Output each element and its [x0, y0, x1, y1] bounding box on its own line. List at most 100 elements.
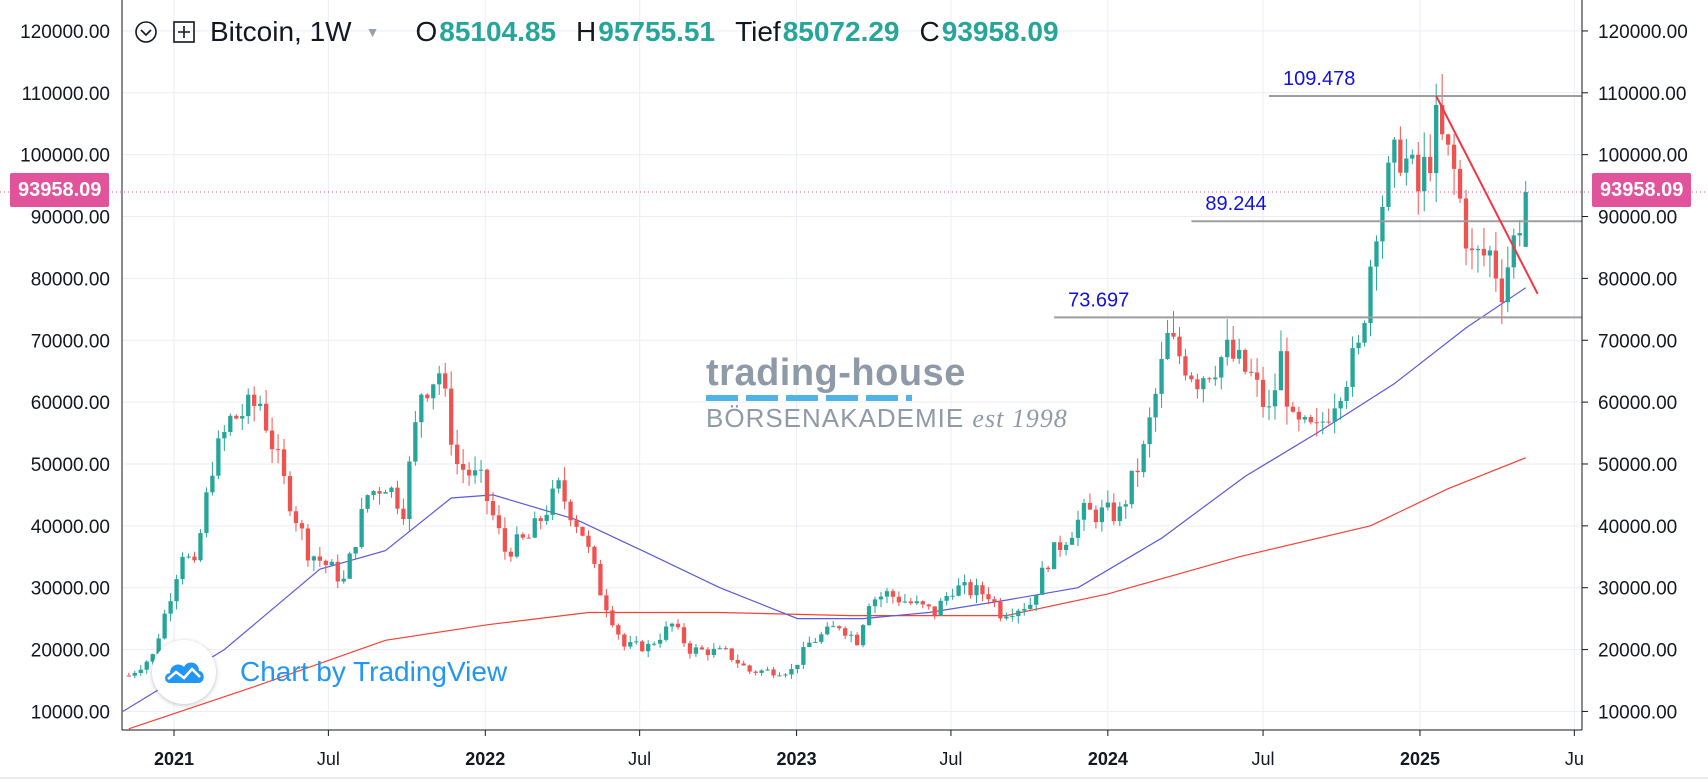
candle-body [383, 492, 388, 494]
y-tick-label-right: 40000.00 [1598, 517, 1677, 538]
watermark-subtitle: BÖRSENAKADEMIE est 1998 [706, 403, 1068, 433]
candle-body [860, 625, 866, 646]
candle-body [514, 534, 519, 557]
compare-plus-icon[interactable] [172, 20, 196, 44]
candle-body [1469, 248, 1475, 251]
candle-body [1123, 504, 1128, 507]
candle-body [1439, 105, 1445, 135]
candle-body [759, 670, 764, 673]
candle-body [502, 528, 508, 552]
candle-body [568, 501, 573, 521]
y-tick-label-right: 110000.00 [1598, 84, 1686, 105]
y-tick-label-left: 120000.00 [20, 22, 110, 43]
candle-body [1117, 506, 1122, 522]
candle-body [1434, 105, 1439, 174]
candle-body [896, 596, 902, 603]
candle-body [508, 551, 514, 557]
candle-body [395, 487, 400, 509]
candle-body [801, 647, 806, 665]
candle-body [1451, 144, 1457, 169]
trendline-path [1435, 95, 1539, 295]
candle-body [1338, 400, 1343, 409]
candle-body [956, 585, 961, 596]
candle-body [681, 627, 687, 644]
sma-short-path [122, 287, 1527, 712]
candle-body [669, 623, 675, 627]
candle-body [771, 669, 776, 676]
candle-body [413, 422, 418, 462]
candle-body [1153, 393, 1158, 418]
candle-body [150, 654, 155, 662]
y-tick-label-left: 60000.00 [31, 393, 110, 414]
candle-body [1404, 158, 1409, 173]
candle-body [741, 663, 746, 666]
candle-body [1422, 156, 1427, 192]
tradingview-credit[interactable]: Chart by TradingView [152, 640, 507, 704]
chart-grid [122, 0, 1582, 730]
close-label: C [919, 16, 940, 47]
candle-body [1147, 417, 1152, 445]
candle-body [920, 601, 925, 605]
candle-body [1093, 509, 1099, 523]
candle-body [986, 594, 991, 600]
candle-body [174, 579, 179, 602]
y-tick-label-right: 120000.00 [1598, 22, 1688, 43]
candle-body [831, 626, 836, 628]
candle-body [634, 641, 639, 643]
y-tick-label-right: 20000.00 [1598, 641, 1677, 662]
candle-body [1183, 356, 1188, 376]
candle-body [1296, 411, 1302, 420]
y-tick-label-left: 70000.00 [31, 331, 110, 352]
level-label: 73.697 [1068, 289, 1129, 311]
candle-body [437, 373, 442, 385]
candle-body [1332, 408, 1337, 422]
watermark-title: trading-house [706, 352, 966, 394]
candle-body [455, 444, 460, 465]
candle-body [490, 501, 496, 516]
x-tick-label: Jul [628, 749, 651, 769]
candle-body [1481, 248, 1487, 256]
candle-body [317, 556, 322, 561]
candle-body [210, 475, 215, 493]
y-tick-label-right: 60000.00 [1598, 393, 1677, 414]
candle-body [162, 613, 167, 639]
candle-body [443, 373, 448, 389]
candle-body [1374, 241, 1379, 267]
candle-body [747, 665, 752, 672]
candle-body [765, 669, 770, 671]
candle-body [1141, 444, 1146, 473]
sma-short-line [122, 287, 1527, 712]
candle-body [198, 533, 203, 561]
low-value: 85072.29 [782, 16, 900, 47]
collapse-chevron-icon[interactable] [134, 20, 158, 44]
candle-body [640, 641, 645, 652]
candle-body [574, 520, 579, 527]
candle-body [1075, 519, 1081, 538]
candle-body [293, 511, 299, 524]
candle-body [1463, 198, 1469, 249]
sma-long-path [128, 457, 1526, 730]
open-label: O [415, 16, 438, 47]
candle-body [1350, 348, 1355, 387]
candle-body [586, 535, 591, 547]
candle-body [359, 508, 364, 548]
candle-body [401, 508, 406, 520]
candle-body [938, 600, 943, 616]
candle-body [663, 626, 669, 640]
symbol-label[interactable]: Bitcoin, 1W [210, 16, 352, 47]
candle-body [186, 556, 191, 558]
candle-body [275, 449, 281, 451]
horizontal-levels[interactable]: 109.478 89.244 73.697 [1054, 68, 1582, 319]
x-tick-label: 2024 [1088, 749, 1128, 769]
candle-body [192, 556, 197, 561]
tradingview-cloud-icon [152, 640, 216, 704]
candle-body [890, 591, 896, 597]
y-tick-label-left: 40000.00 [31, 517, 110, 538]
candle-body [1087, 502, 1093, 510]
trendline[interactable] [1435, 95, 1539, 295]
candle-body [843, 628, 848, 636]
symbol-dropdown-caret-icon[interactable]: ▼ [365, 24, 380, 40]
candle-body [365, 495, 370, 509]
candle-body [1135, 470, 1140, 473]
